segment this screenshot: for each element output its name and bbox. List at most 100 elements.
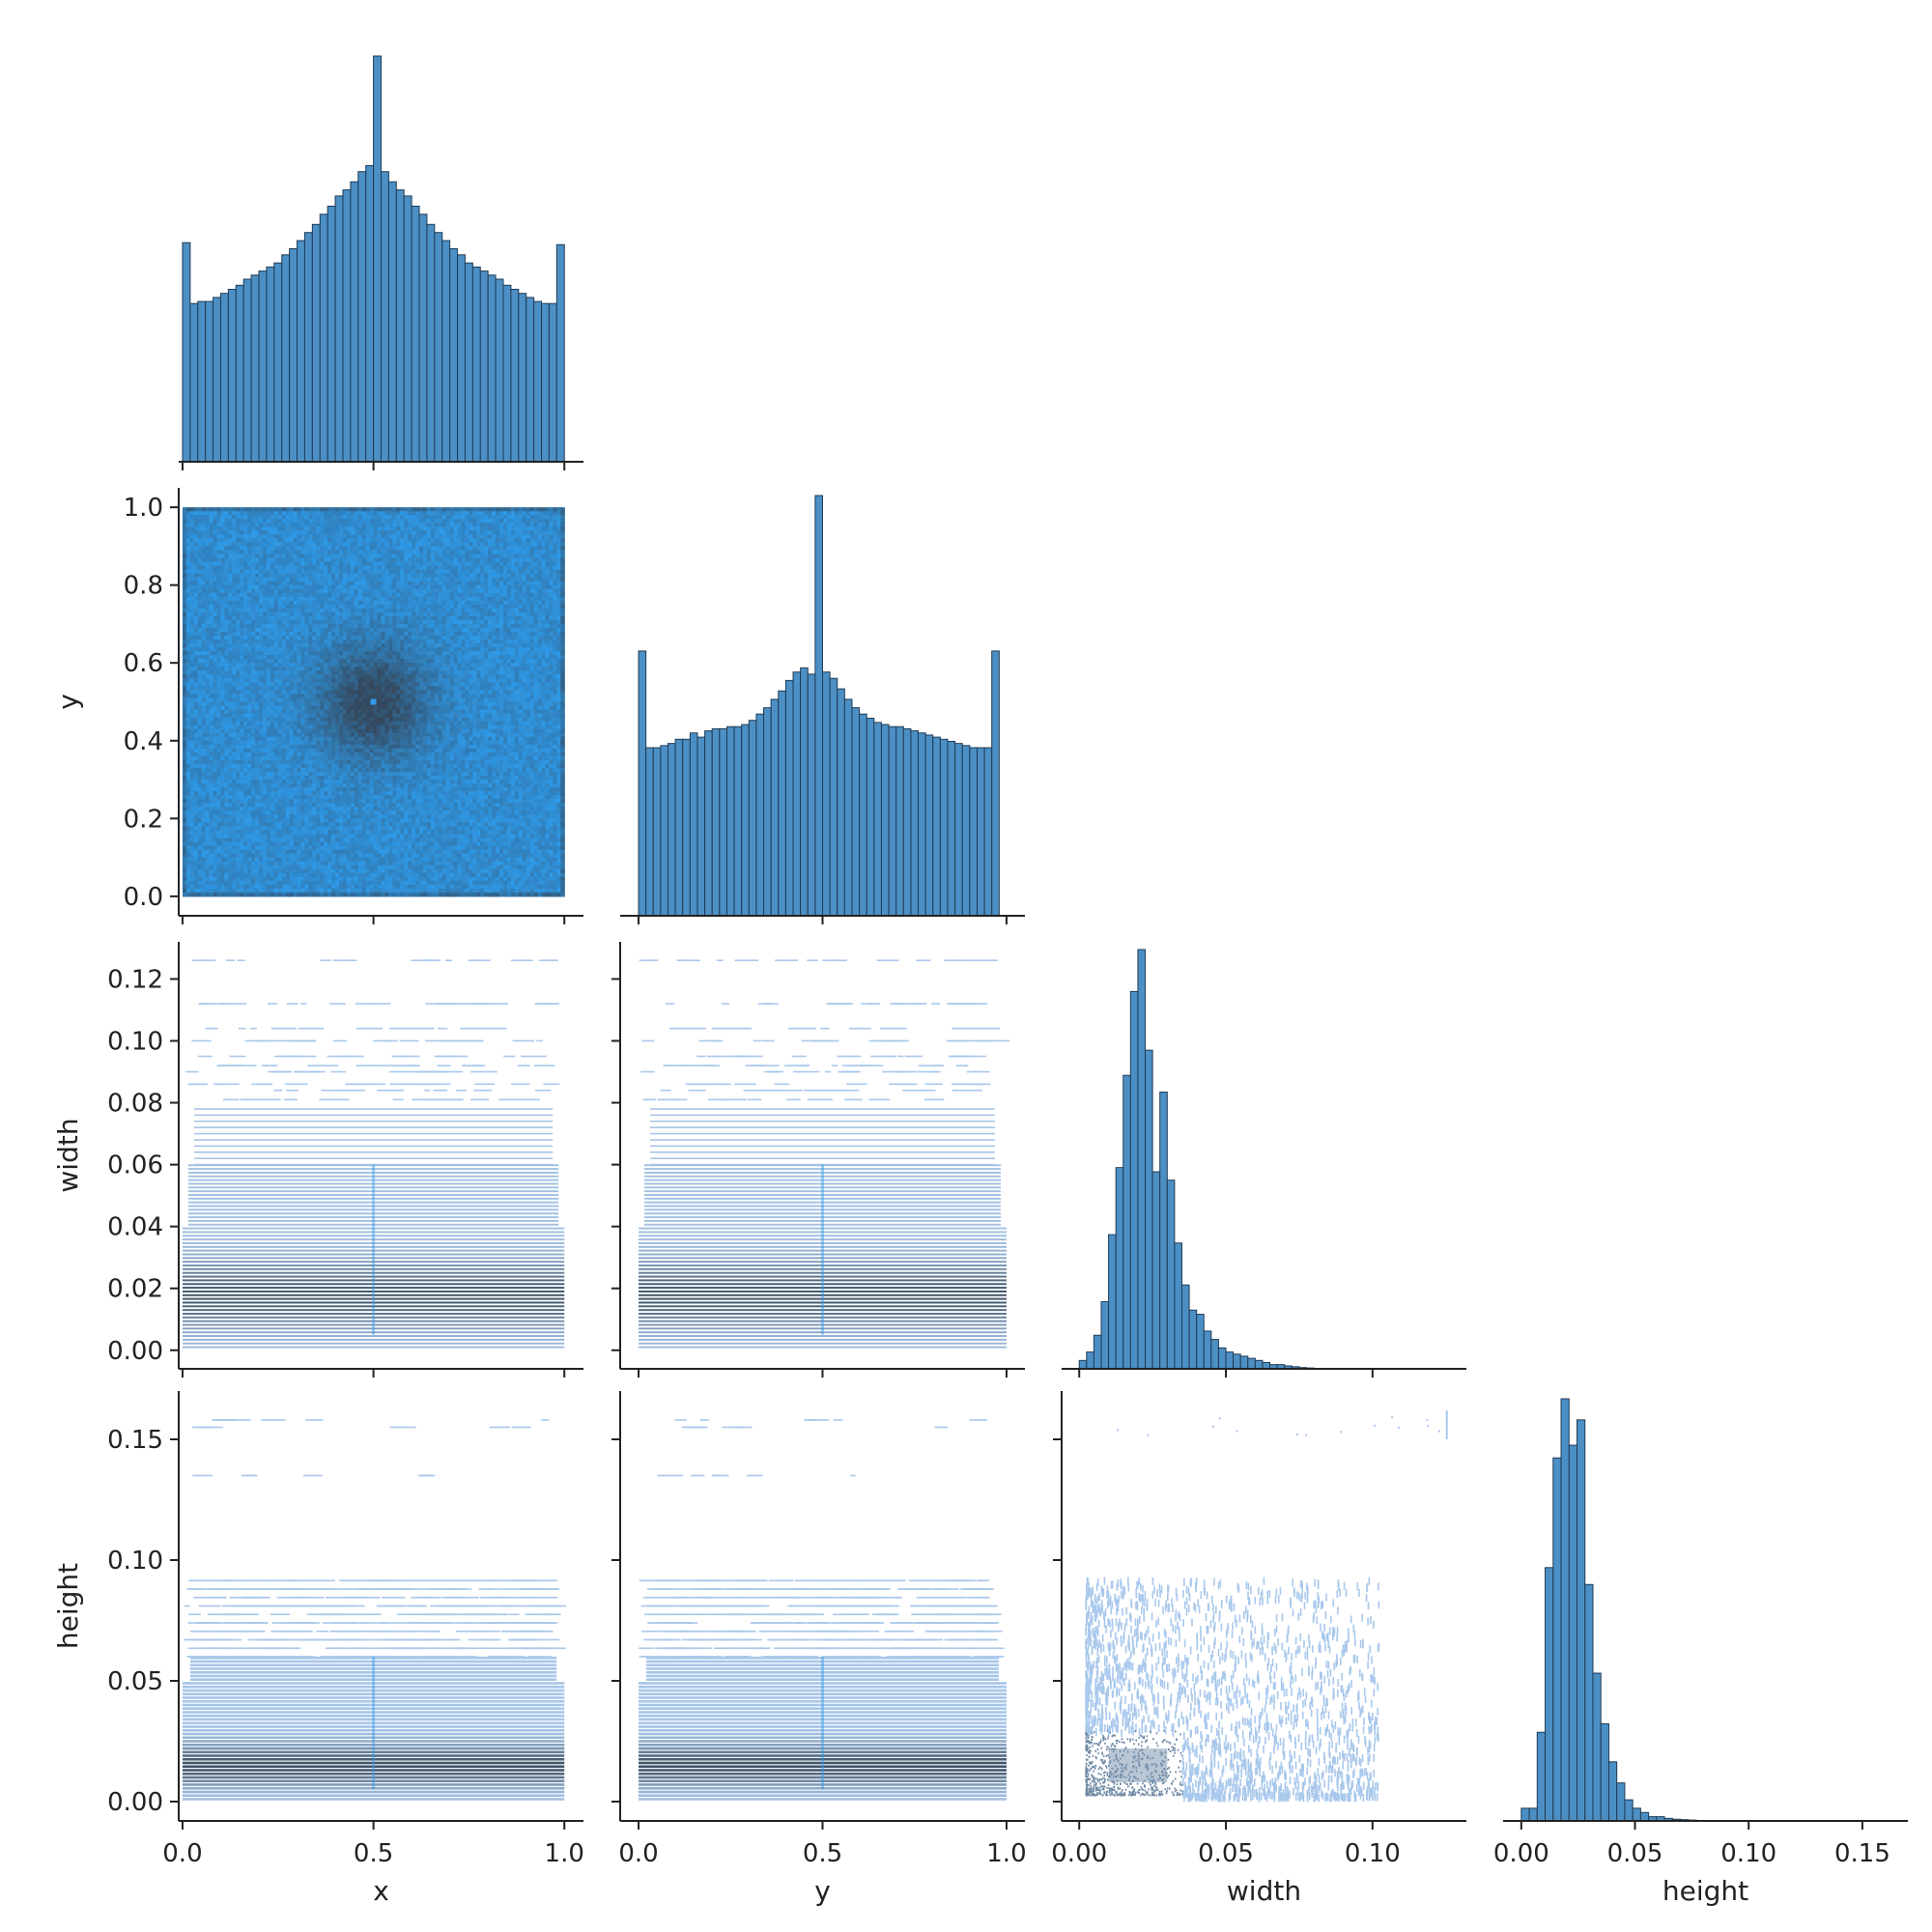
hist-bar-x-44 bbox=[518, 293, 527, 463]
hist-bar-x-33 bbox=[434, 232, 443, 463]
ylabel-height: height bbox=[52, 1563, 84, 1649]
hist-bar-x-32 bbox=[426, 223, 436, 463]
hist-bar-y-12 bbox=[725, 725, 735, 917]
hist-bar-height-1 bbox=[1528, 1807, 1538, 1822]
ylabel-width: width bbox=[52, 1118, 84, 1192]
hist-bar-y-3 bbox=[660, 745, 669, 917]
hist-bar-y-38 bbox=[918, 732, 926, 917]
hist-bar-width-13 bbox=[1174, 1242, 1182, 1370]
hist-bar-height-12 bbox=[1616, 1782, 1626, 1822]
hist-bar-width-9 bbox=[1145, 1049, 1153, 1370]
heatmap-height-vs-y bbox=[639, 1419, 1007, 1801]
hist-bar-width-11 bbox=[1159, 1092, 1168, 1370]
hist-width bbox=[1078, 949, 1322, 1370]
hist-bar-x-2 bbox=[197, 300, 207, 463]
hist-bar-width-20 bbox=[1225, 1351, 1235, 1370]
hist-bar-y-31 bbox=[866, 718, 875, 917]
hist-x bbox=[182, 55, 565, 463]
hist-bar-width-22 bbox=[1239, 1355, 1249, 1370]
hist-bar-x-3 bbox=[205, 300, 214, 463]
hist-bar-y-43 bbox=[954, 743, 963, 917]
hist-bar-y-5 bbox=[674, 738, 684, 917]
hist-bar-x-5 bbox=[219, 293, 229, 463]
hist-bar-y-11 bbox=[719, 727, 727, 917]
hist-bar-x-18 bbox=[319, 213, 328, 463]
hist-bar-y-26 bbox=[829, 677, 838, 917]
hist-bar-y-15 bbox=[748, 720, 757, 917]
hist-bar-y-1 bbox=[645, 747, 654, 917]
hist-bar-width-7 bbox=[1129, 990, 1139, 1370]
xtick-width-1: 0.05 bbox=[1198, 1839, 1254, 1868]
xlabel-width: width bbox=[1227, 1875, 1301, 1907]
hist-bar-height-10 bbox=[1600, 1722, 1609, 1822]
hist-bar-y-24 bbox=[814, 495, 824, 917]
hist-bar-y-30 bbox=[859, 713, 867, 917]
hist-bar-width-15 bbox=[1188, 1309, 1198, 1370]
hist-bar-x-1 bbox=[189, 302, 199, 463]
hist-bar-x-8 bbox=[242, 278, 252, 463]
axes-height-height bbox=[1503, 1820, 1908, 1830]
hist-bar-x-43 bbox=[510, 289, 520, 463]
hist-bar-y-33 bbox=[880, 724, 890, 917]
hist-bar-height-3 bbox=[1545, 1567, 1554, 1822]
hist-bar-x-21 bbox=[342, 189, 352, 463]
hist-bar-x-26 bbox=[381, 171, 389, 463]
hist-bar-width-6 bbox=[1122, 1074, 1131, 1370]
hist-bar-y-45 bbox=[969, 747, 978, 917]
hist-bar-y-47 bbox=[983, 747, 993, 917]
axes-x-x bbox=[179, 461, 583, 470]
hist-bar-x-29 bbox=[403, 195, 412, 463]
ytick-y-3: 0.6 bbox=[124, 649, 163, 678]
hist-bar-x-48 bbox=[548, 302, 557, 463]
hist-bar-width-24 bbox=[1254, 1359, 1264, 1370]
hist-bar-x-17 bbox=[311, 223, 321, 463]
hist-bar-y-44 bbox=[961, 745, 971, 917]
xlabel-x: x bbox=[373, 1875, 389, 1907]
ytick-height-0: 0.00 bbox=[107, 1788, 163, 1817]
hist-bar-height-13 bbox=[1624, 1799, 1634, 1822]
hist-bar-width-3 bbox=[1100, 1301, 1110, 1370]
hist-bar-x-25 bbox=[373, 55, 382, 463]
hist-bar-y-36 bbox=[902, 727, 912, 917]
hist-bar-width-12 bbox=[1166, 1179, 1176, 1370]
hist-bar-x-42 bbox=[502, 284, 512, 463]
hist-bar-width-10 bbox=[1151, 1171, 1161, 1370]
hist-bar-width-19 bbox=[1217, 1347, 1227, 1370]
hist-bar-height-14 bbox=[1632, 1807, 1641, 1822]
hist-bar-y-9 bbox=[704, 730, 713, 917]
hist-bar-width-8 bbox=[1137, 949, 1147, 1370]
hist-bar-x-10 bbox=[258, 270, 268, 463]
hist-bar-x-34 bbox=[441, 240, 451, 463]
hist-bar-y-19 bbox=[778, 690, 786, 917]
xlabel-height: height bbox=[1662, 1875, 1748, 1907]
hist-bar-y-25 bbox=[822, 671, 831, 917]
hist-bar-x-13 bbox=[281, 254, 291, 463]
hist-bar-y-2 bbox=[652, 747, 662, 917]
hist-bar-y-23 bbox=[807, 673, 816, 917]
hist-bar-x-24 bbox=[365, 164, 375, 463]
hist-bar-width-16 bbox=[1196, 1314, 1205, 1370]
hist-bar-width-1 bbox=[1086, 1351, 1094, 1370]
hist-bar-y-35 bbox=[895, 725, 904, 917]
hist-bar-width-23 bbox=[1247, 1357, 1256, 1370]
hist-bar-y-34 bbox=[888, 725, 897, 917]
xtick-x-1: 0.5 bbox=[354, 1839, 393, 1868]
ytick-width-3: 0.06 bbox=[107, 1151, 163, 1180]
hist-bar-height-4 bbox=[1552, 1457, 1562, 1822]
axes-height-width bbox=[1053, 1391, 1466, 1830]
hist-bar-width-4 bbox=[1108, 1234, 1117, 1370]
ytick-y-0: 0.0 bbox=[124, 883, 163, 912]
hist-bar-x-22 bbox=[350, 181, 359, 463]
xtick-y-2: 1.0 bbox=[986, 1839, 1026, 1868]
hist-bar-width-14 bbox=[1180, 1284, 1190, 1370]
hist-bar-y-48 bbox=[991, 650, 1000, 917]
ytick-width-0: 0.00 bbox=[107, 1337, 163, 1366]
hist-bar-width-21 bbox=[1233, 1353, 1241, 1370]
hist-bar-y-4 bbox=[668, 743, 676, 917]
ytick-width-5: 0.10 bbox=[107, 1027, 163, 1056]
hist-bar-y-37 bbox=[910, 730, 920, 917]
ylabel-y: y bbox=[52, 694, 84, 710]
hist-bar-x-11 bbox=[266, 266, 275, 463]
ytick-width-4: 0.08 bbox=[107, 1090, 163, 1119]
